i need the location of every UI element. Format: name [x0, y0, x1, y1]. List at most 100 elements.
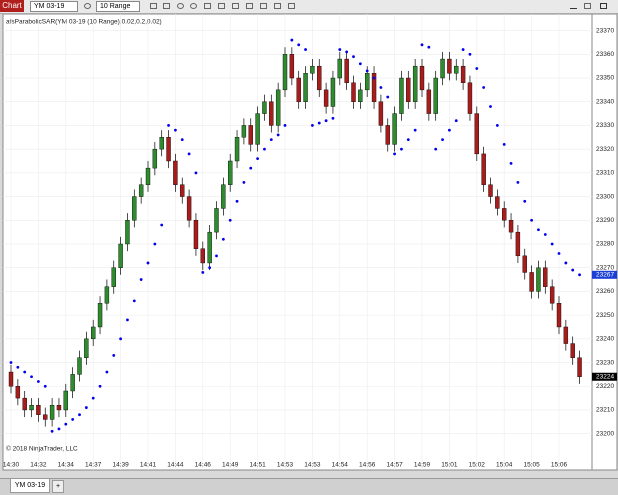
interval-select[interactable]: 10 Range	[96, 1, 140, 12]
sar-dot	[160, 223, 164, 227]
candle-body	[419, 65, 425, 91]
candle-body	[433, 77, 438, 114]
candle-body	[303, 73, 308, 102]
sar-dot	[256, 157, 259, 161]
tool-icon[interactable]	[232, 3, 239, 9]
sar-dot	[516, 180, 520, 184]
candle-body	[8, 371, 14, 387]
candle-body	[159, 137, 164, 150]
candle-body	[227, 160, 233, 185]
sar-dot	[194, 171, 198, 175]
x-tick-label: 14:59	[414, 462, 431, 469]
tool-icon[interactable]	[288, 3, 295, 9]
candle-body	[186, 196, 192, 221]
candle-body	[406, 77, 411, 102]
sar-dot	[187, 152, 191, 156]
sar-dot	[502, 143, 506, 146]
sar-dot	[550, 242, 554, 246]
sar-dot	[441, 138, 444, 142]
sar-dot	[345, 50, 349, 54]
sar-dot	[132, 299, 136, 303]
tool-icon[interactable]	[246, 3, 253, 9]
add-tab[interactable]: +	[52, 480, 64, 493]
tool-icon[interactable]	[260, 3, 267, 9]
sar-dot	[537, 228, 540, 232]
tab-bar: YM 03-19 +	[0, 478, 618, 495]
y-tick-label: 23370	[596, 27, 614, 34]
candle-body	[495, 196, 500, 209]
sar-dot	[448, 128, 451, 132]
sar-dot	[304, 48, 307, 51]
candle-body	[166, 137, 171, 162]
candle-body	[234, 137, 240, 162]
sar-dot	[331, 116, 335, 120]
tab[interactable]: YM 03-19	[10, 479, 50, 493]
x-tick-label: 14:53	[277, 462, 294, 469]
sar-dot	[208, 266, 212, 270]
tool-icon[interactable]	[274, 3, 281, 9]
candle-body	[248, 125, 253, 145]
candle-body	[241, 125, 247, 138]
candle-body	[508, 220, 514, 233]
candle-body	[269, 101, 274, 126]
sar-dot	[146, 261, 150, 265]
x-tick-label: 14:41	[140, 462, 157, 469]
candle-body	[467, 82, 473, 114]
sar-dot	[365, 69, 369, 73]
y-tick-label: 23270	[596, 264, 614, 271]
candle-body	[207, 231, 212, 264]
zoom-out-icon[interactable]	[190, 3, 197, 9]
sar-dot	[386, 95, 390, 99]
candle-body	[399, 77, 404, 114]
candle-body	[447, 58, 452, 74]
instrument-select[interactable]: YM 03-19	[30, 1, 78, 12]
candle-body	[454, 65, 459, 74]
sar-dot	[30, 375, 33, 379]
sar-dot	[406, 138, 410, 142]
tool-icon[interactable]	[163, 3, 170, 9]
candle-body	[145, 167, 151, 185]
candle-body	[460, 65, 466, 83]
candle-body	[282, 54, 288, 91]
candle-body	[77, 357, 82, 375]
tool-icon[interactable]	[204, 3, 211, 9]
zoom-in-icon[interactable]	[177, 3, 184, 9]
sar-dot	[461, 48, 465, 51]
sar-dot	[420, 43, 424, 47]
candle-body	[570, 343, 575, 358]
y-tick-label: 23350	[596, 75, 614, 82]
x-tick-label: 14:49	[222, 462, 239, 469]
minimize-button[interactable]	[570, 3, 577, 9]
bars-icon[interactable]	[150, 3, 157, 9]
candle-body	[90, 326, 96, 340]
candle-body	[365, 73, 370, 91]
candle-body	[556, 303, 562, 328]
x-tick-label: 15:01	[441, 462, 458, 469]
chart: afsParabolicSAR(YM 03-19 (10 Range),0.02…	[2, 14, 618, 471]
sar-dot	[290, 38, 294, 42]
candle-body	[515, 231, 521, 257]
candle-body	[317, 65, 322, 91]
sar-dot	[475, 67, 479, 70]
sar-dot	[50, 429, 54, 433]
candle-body	[474, 113, 479, 155]
candle-body	[488, 184, 493, 197]
candle-body	[358, 89, 363, 102]
y-tick-label: 23210	[596, 407, 614, 414]
candle-body	[385, 125, 390, 145]
candle-body	[323, 89, 329, 107]
toolbar: Chart YM 03-19 10 Range	[0, 0, 618, 14]
sar-dot	[283, 124, 287, 127]
maximize-button[interactable]	[584, 3, 591, 9]
candle-body	[529, 272, 534, 292]
candle-body	[180, 184, 185, 197]
candle-body	[296, 77, 301, 102]
sar-dot	[557, 252, 561, 255]
tool-icon[interactable]	[218, 3, 225, 9]
candle-body	[392, 113, 397, 145]
x-tick-label: 15:05	[523, 462, 540, 469]
search-icon[interactable]	[84, 3, 91, 9]
close-button[interactable]	[600, 3, 607, 9]
x-tick-label: 14:54	[332, 462, 349, 469]
